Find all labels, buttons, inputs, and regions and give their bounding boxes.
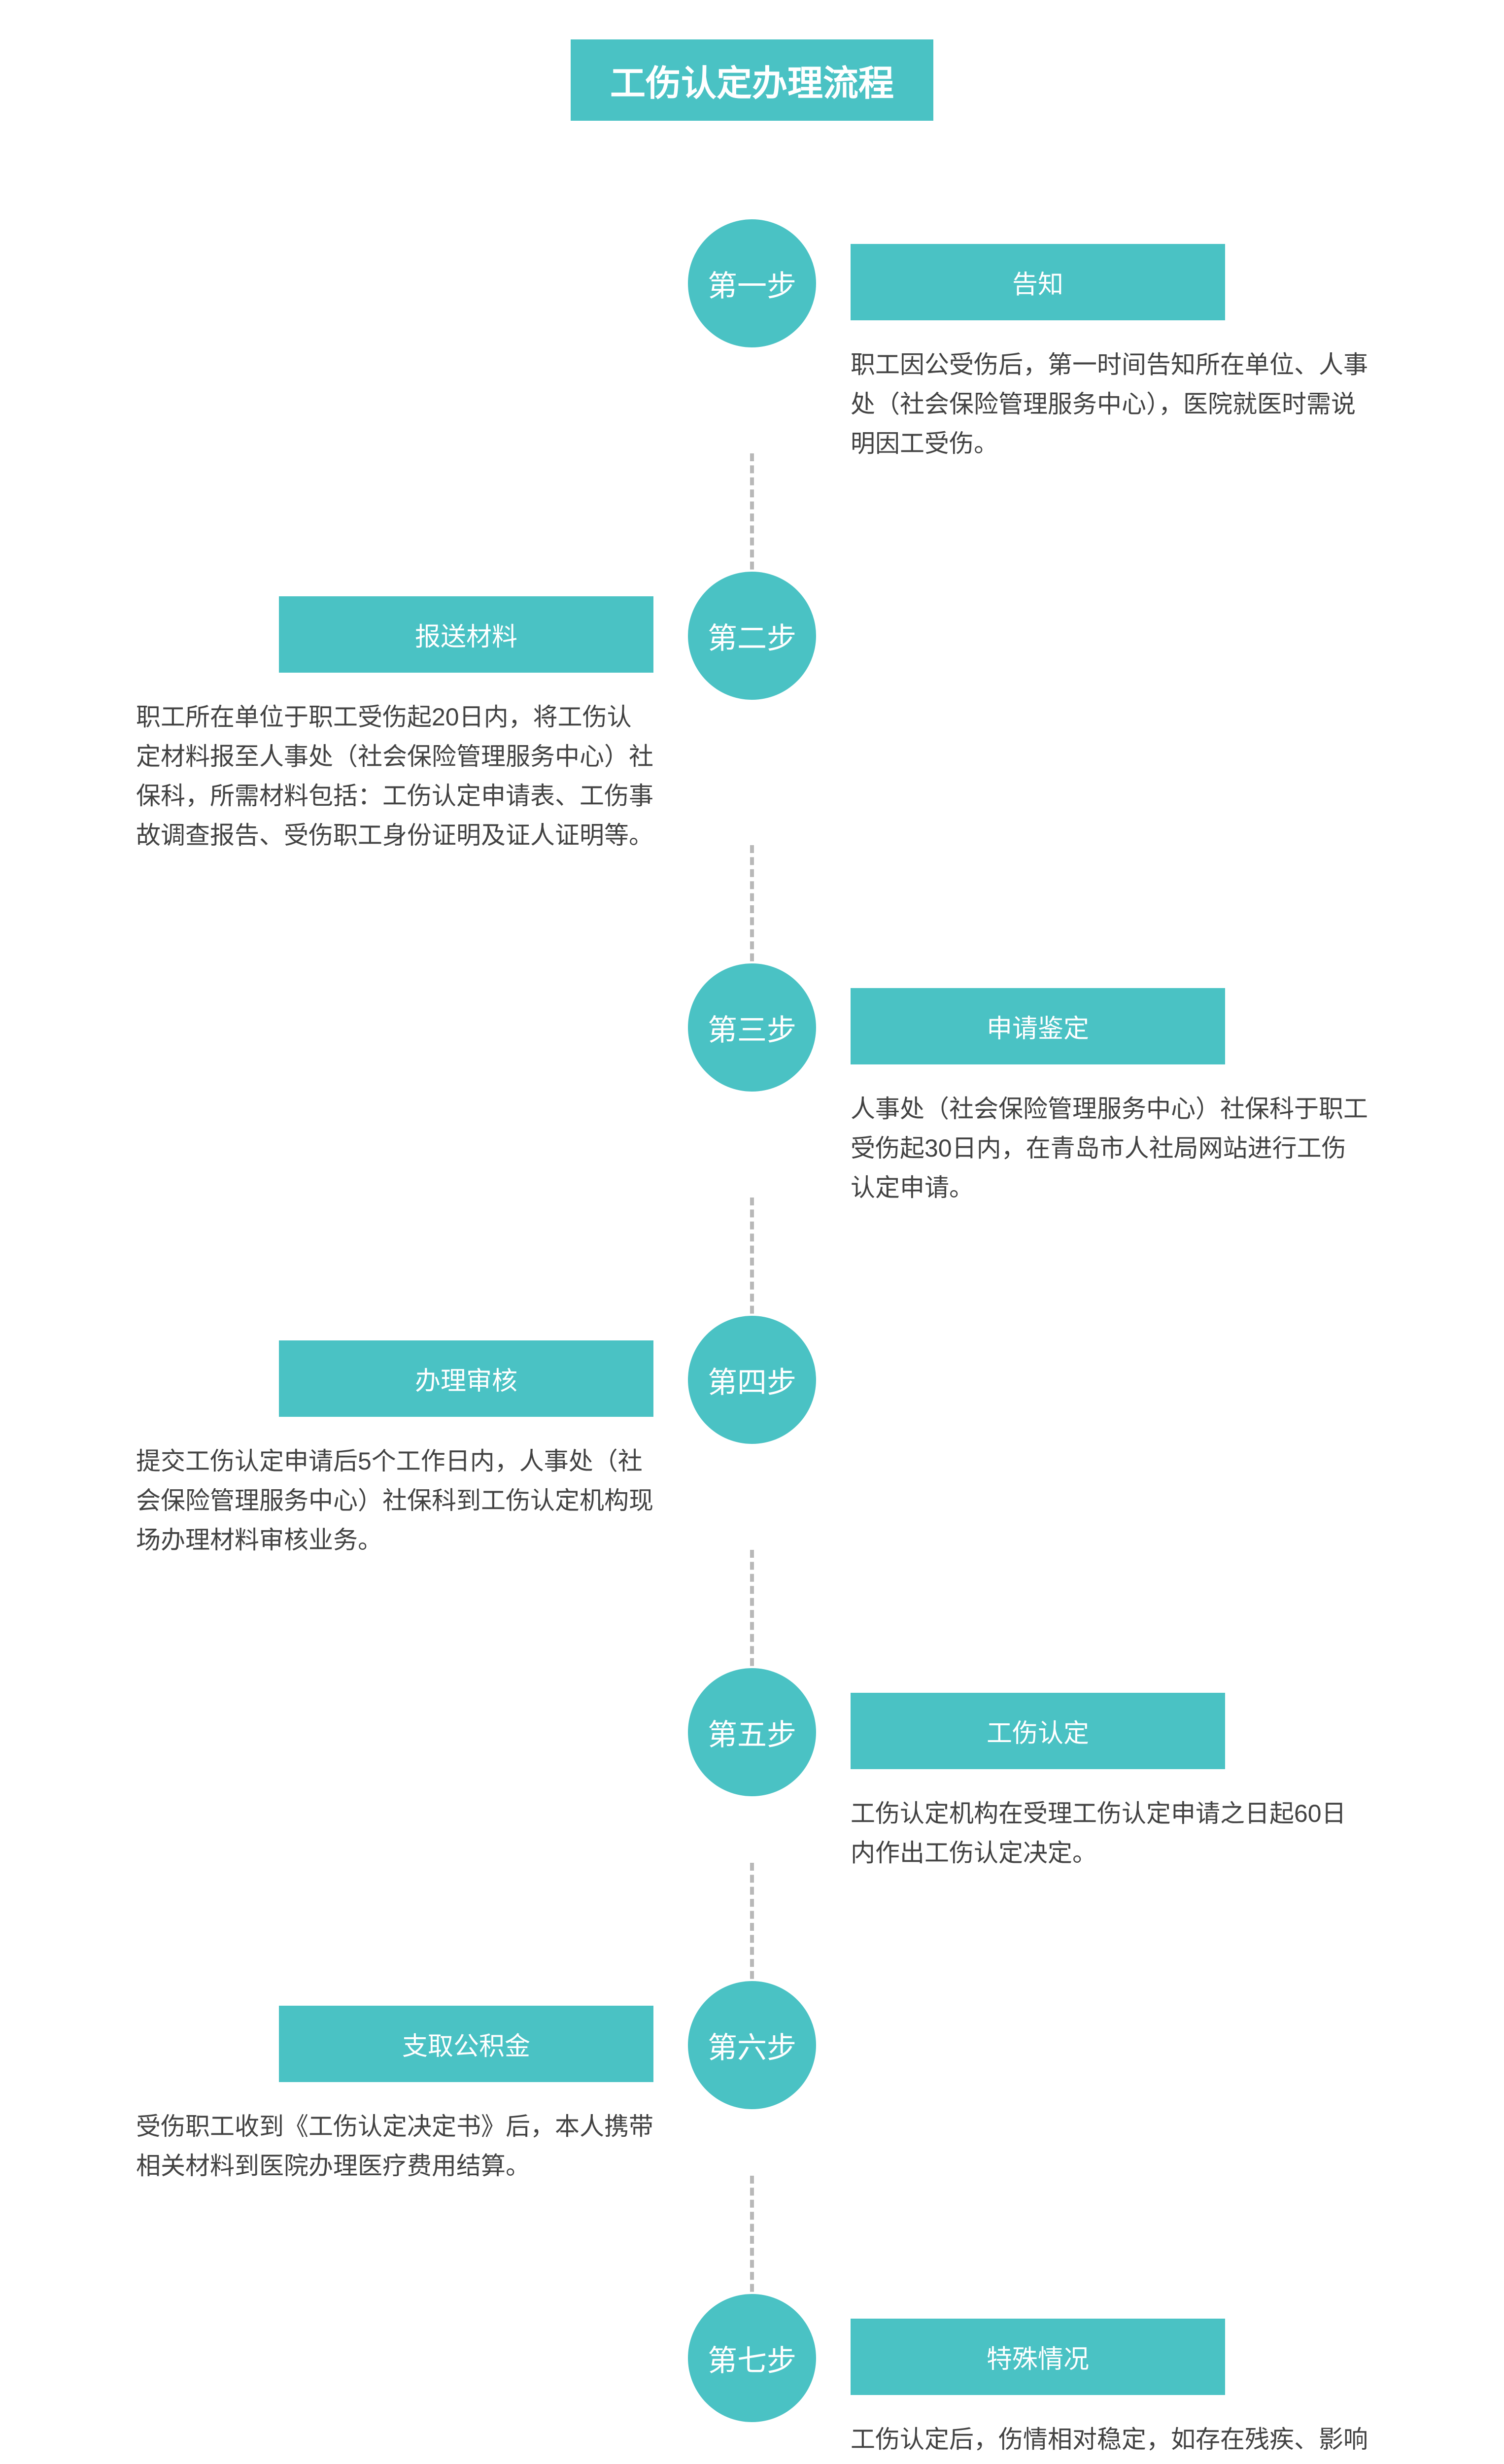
step-1: 第一步 告知 职工因公受伤后，第一时间告知所在单位、人事处（社会保险管理服务中心… [111, 219, 1393, 463]
step-7-label: 特殊情况 [851, 2319, 1225, 2395]
step-4-label: 办理审核 [279, 1340, 653, 1417]
connector-2-3 [750, 845, 754, 973]
step-3-circle: 第三步 [688, 963, 816, 1092]
step-7-desc: 工伤认定后，伤情相对稳定，如存在残疾、影响劳动能力的，可提出劳动能力鉴定申请。 [851, 2420, 1368, 2464]
step-4-desc: 提交工伤认定申请后5个工作日内，人事处（社会保险管理服务中心）社保科到工伤认定机… [136, 1441, 653, 1560]
connector-4-5 [750, 1550, 754, 1678]
step-4-right-empty [816, 1316, 1358, 1340]
step-6-content: 支取公积金 受伤职工收到《工伤认定决定书》后，本人携带相关材料到医院办理医疗费用… [146, 1981, 688, 2186]
step-6: 支取公积金 受伤职工收到《工伤认定决定书》后，本人携带相关材料到医院办理医疗费用… [111, 1981, 1393, 2186]
step-3-left-empty [146, 963, 688, 988]
step-4-circle: 第四步 [688, 1316, 816, 1444]
step-4: 办理审核 提交工伤认定申请后5个工作日内，人事处（社会保险管理服务中心）社保科到… [111, 1316, 1393, 1560]
step-1-circle: 第一步 [688, 219, 816, 347]
step-4-content: 办理审核 提交工伤认定申请后5个工作日内，人事处（社会保险管理服务中心）社保科到… [146, 1316, 688, 1560]
step-5-content: 工伤认定 工伤认定机构在受理工伤认定申请之日起60日内作出工伤认定决定。 [816, 1668, 1358, 1873]
step-7-content: 特殊情况 工伤认定后，伤情相对稳定，如存在残疾、影响劳动能力的，可提出劳动能力鉴… [816, 2294, 1358, 2464]
connector-1-2 [750, 453, 754, 582]
connector-3-4 [750, 1198, 754, 1326]
step-7: 第七步 特殊情况 工伤认定后，伤情相对稳定，如存在残疾、影响劳动能力的，可提出劳… [111, 2294, 1393, 2464]
step-3-desc: 人事处（社会保险管理服务中心）社保科于职工受伤起30日内，在青岛市人社局网站进行… [851, 1089, 1368, 1207]
step-5-desc: 工伤认定机构在受理工伤认定申请之日起60日内作出工伤认定决定。 [851, 1794, 1368, 1873]
page-title: 工伤认定办理流程 [571, 39, 933, 121]
flow-timeline: 第一步 告知 职工因公受伤后，第一时间告知所在单位、人事处（社会保险管理服务中心… [111, 219, 1393, 2464]
step-7-circle: 第七步 [688, 2294, 816, 2422]
step-5-label: 工伤认定 [851, 1693, 1225, 1769]
step-6-desc: 受伤职工收到《工伤认定决定书》后，本人携带相关材料到医院办理医疗费用结算。 [136, 2107, 653, 2186]
step-1-content: 告知 职工因公受伤后，第一时间告知所在单位、人事处（社会保险管理服务中心），医院… [816, 219, 1358, 463]
connector-6-7 [750, 2176, 754, 2304]
step-1-label: 告知 [851, 244, 1225, 320]
step-2: 报送材料 职工所在单位于职工受伤起20日内，将工伤认定材料报至人事处（社会保险管… [111, 572, 1393, 855]
step-3: 第三步 申请鉴定 人事处（社会保险管理服务中心）社保科于职工受伤起30日内，在青… [111, 963, 1393, 1207]
step-2-circle: 第二步 [688, 572, 816, 700]
connector-5-6 [750, 1863, 754, 1991]
step-1-left-empty [146, 219, 688, 244]
step-2-desc: 职工所在单位于职工受伤起20日内，将工伤认定材料报至人事处（社会保险管理服务中心… [136, 697, 653, 855]
step-3-label: 申请鉴定 [851, 988, 1225, 1064]
step-6-label: 支取公积金 [279, 2006, 653, 2082]
step-5-left-empty [146, 1668, 688, 1693]
step-7-left-empty [146, 2294, 688, 2319]
step-1-desc: 职工因公受伤后，第一时间告知所在单位、人事处（社会保险管理服务中心），医院就医时… [851, 345, 1368, 463]
step-6-right-empty [816, 1981, 1358, 2006]
step-2-content: 报送材料 职工所在单位于职工受伤起20日内，将工伤认定材料报至人事处（社会保险管… [146, 572, 688, 855]
step-2-right-empty [816, 572, 1358, 596]
step-6-circle: 第六步 [688, 1981, 816, 2109]
step-2-label: 报送材料 [279, 596, 653, 673]
flowchart-container: 工伤认定办理流程 第一步 告知 职工因公受伤后，第一时间告知所在单位、人事处（社… [0, 39, 1504, 2464]
step-5: 第五步 工伤认定 工伤认定机构在受理工伤认定申请之日起60日内作出工伤认定决定。 [111, 1668, 1393, 1873]
step-5-circle: 第五步 [688, 1668, 816, 1796]
step-3-content: 申请鉴定 人事处（社会保险管理服务中心）社保科于职工受伤起30日内，在青岛市人社… [816, 963, 1358, 1207]
